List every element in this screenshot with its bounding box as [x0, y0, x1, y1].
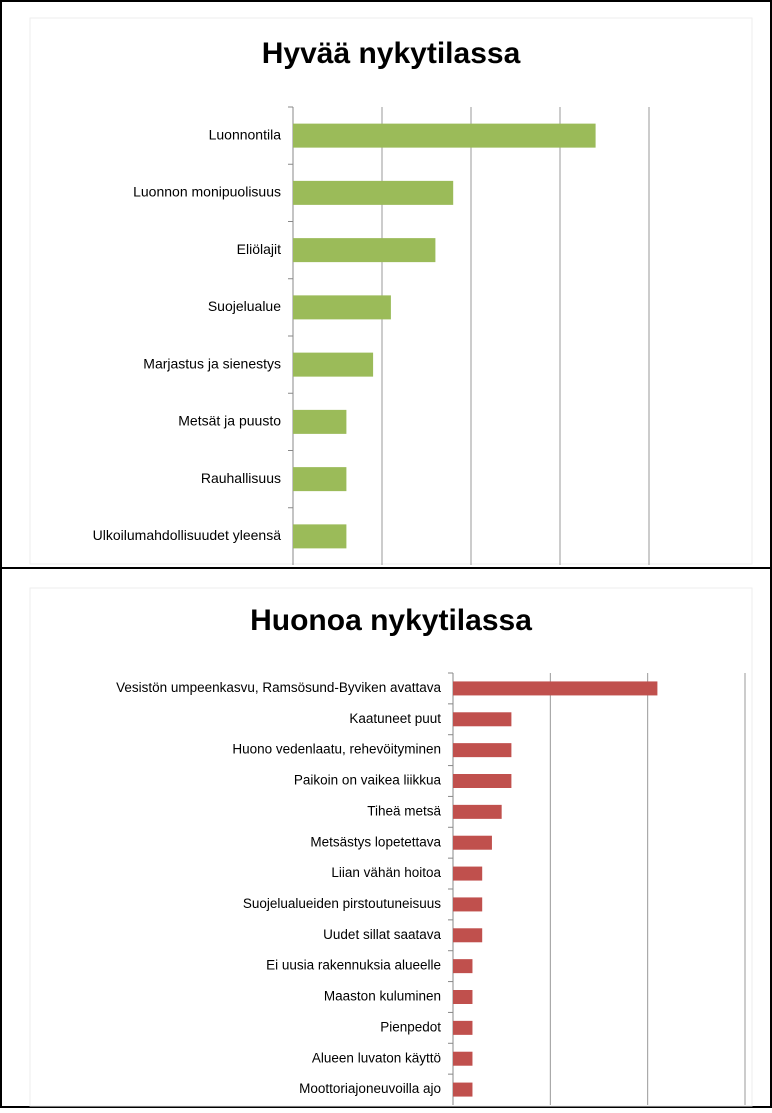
- y-tick-label: Liian vähän hoitoa: [331, 865, 441, 880]
- bar: [453, 743, 512, 758]
- bar: [453, 897, 483, 912]
- y-tick-label: Luonnontila: [209, 126, 282, 142]
- bar: [453, 1020, 473, 1035]
- y-tick-label: Kaatuneet puut: [349, 711, 441, 726]
- y-tick-label: Luonnon monipuolisuus: [133, 184, 281, 200]
- y-tick-label: Rauhallisuus: [201, 470, 281, 486]
- y-tick-label: Ulkoilumahdollisuudet yleensä: [93, 527, 282, 543]
- chart-frame: [29, 17, 753, 565]
- y-tick-label: Ei uusia rakennuksia alueelle: [266, 958, 441, 973]
- y-tick-label: Marjastus ja sienestys: [143, 355, 281, 371]
- bar: [293, 123, 596, 148]
- bar: [453, 990, 473, 1004]
- bar: [453, 1051, 473, 1066]
- y-tick-label: Metsästys lopetettava: [310, 834, 441, 849]
- bar: [453, 866, 483, 881]
- y-tick-label: Moottoriajoneuvoilla ajo: [299, 1081, 441, 1096]
- y-tick-label: Eliölajit: [237, 241, 281, 257]
- bar: [453, 681, 658, 696]
- bar: [293, 295, 391, 320]
- bar: [453, 959, 473, 974]
- y-tick-label: Suojelualueiden pirstoutuneisuus: [243, 896, 441, 911]
- bar: [293, 238, 436, 263]
- bar: [453, 712, 512, 727]
- y-tick-label: Tiheä metsä: [367, 803, 441, 818]
- y-tick-label: Paikoin on vaikea liikkua: [294, 773, 442, 788]
- y-tick-label: Alueen luvaton käyttö: [312, 1050, 441, 1065]
- chart-title: Huonoa nykytilassa: [250, 604, 532, 637]
- chart-frame: [29, 587, 753, 1107]
- bar: [293, 180, 454, 205]
- y-tick-label: Uudet sillat saatava: [323, 927, 441, 942]
- bar: [293, 352, 374, 377]
- y-tick-label: Vesistön umpeenkasvu, Ramsösund-Byviken …: [116, 680, 441, 695]
- y-tick-label: Huono vedenlaatu, rehevöityminen: [232, 742, 441, 757]
- chart-title: Hyvää nykytilassa: [262, 37, 521, 70]
- y-tick-label: Maaston kuluminen: [324, 989, 441, 1004]
- bar: [293, 467, 347, 492]
- bar: [293, 409, 347, 434]
- bar: [453, 804, 502, 819]
- bar: [453, 774, 512, 788]
- y-tick-label: Pienpedot: [380, 1019, 441, 1034]
- bar: [453, 1082, 473, 1097]
- bar: [293, 524, 347, 549]
- bar: [453, 835, 492, 850]
- bar: [453, 928, 483, 943]
- y-tick-label: Suojelualue: [208, 298, 281, 314]
- y-tick-label: Metsät ja puusto: [178, 413, 281, 429]
